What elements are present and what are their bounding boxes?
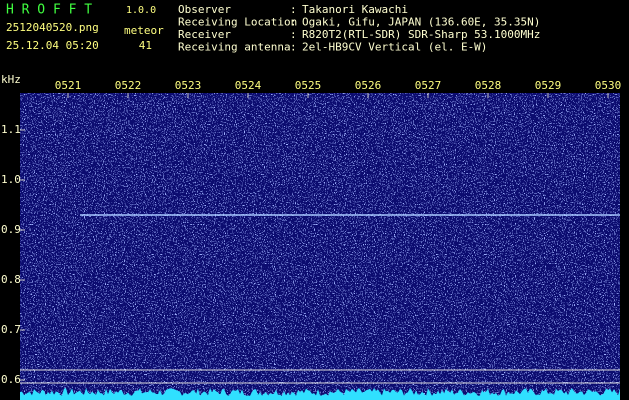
header: H R O F F T 1.0.0 2512040520.png meteor … (6, 3, 164, 53)
y-tick-label: 0.8 (1, 273, 21, 286)
version: 1.0.0 (126, 5, 156, 16)
x-tick-label: 0524 (235, 79, 262, 92)
info-separator: : (290, 16, 297, 29)
info-value: 2el-HB9CV Vertical (el. E-W) (302, 41, 487, 54)
x-tick-label: 0525 (295, 79, 322, 92)
noise (20, 93, 620, 400)
y-tick-label: 0.7 (1, 323, 21, 336)
y-tick-label: 1.0 (1, 173, 21, 186)
file-name: 2512040520.png (6, 21, 99, 34)
x-tick-label: 0522 (115, 79, 142, 92)
info-separator: : (290, 41, 297, 54)
power-bar (20, 388, 620, 400)
x-tick-label: 0530 (595, 79, 622, 92)
info-label: Receiving Location (178, 16, 297, 29)
y-axis-label: kHz (1, 73, 21, 86)
info-value: Takanori Kawachi (302, 3, 408, 16)
x-tick-label: 0523 (175, 79, 202, 92)
meteor-count: 41 (139, 39, 152, 52)
datetime: 25.12.04 05:20 (6, 39, 99, 52)
info-separator: : (290, 28, 297, 41)
info-label: Receiver (178, 28, 231, 41)
info-value: Ogaki, Gifu, JAPAN (136.60E, 35.35N) (302, 16, 540, 29)
x-tick-label: 0526 (355, 79, 382, 92)
x-tick-label: 0521 (55, 79, 82, 92)
info-label: Receiving antenna (178, 41, 291, 54)
app-name: H R O F F T (6, 3, 92, 18)
x-tick-label: 0528 (475, 79, 502, 92)
info-value: R820T2(RTL-SDR) SDR-Sharp 53.1000MHz (302, 28, 540, 41)
x-tick-label: 0527 (415, 79, 442, 92)
y-tick-label: 1.1 (1, 123, 21, 136)
y-tick-label: 0.6 (1, 373, 21, 386)
info-separator: : (290, 3, 297, 16)
meteor-label: meteor (124, 24, 164, 37)
y-tick-label: 0.9 (1, 223, 21, 236)
x-tick-label: 0529 (535, 79, 562, 92)
info-label: Observer (178, 3, 231, 16)
